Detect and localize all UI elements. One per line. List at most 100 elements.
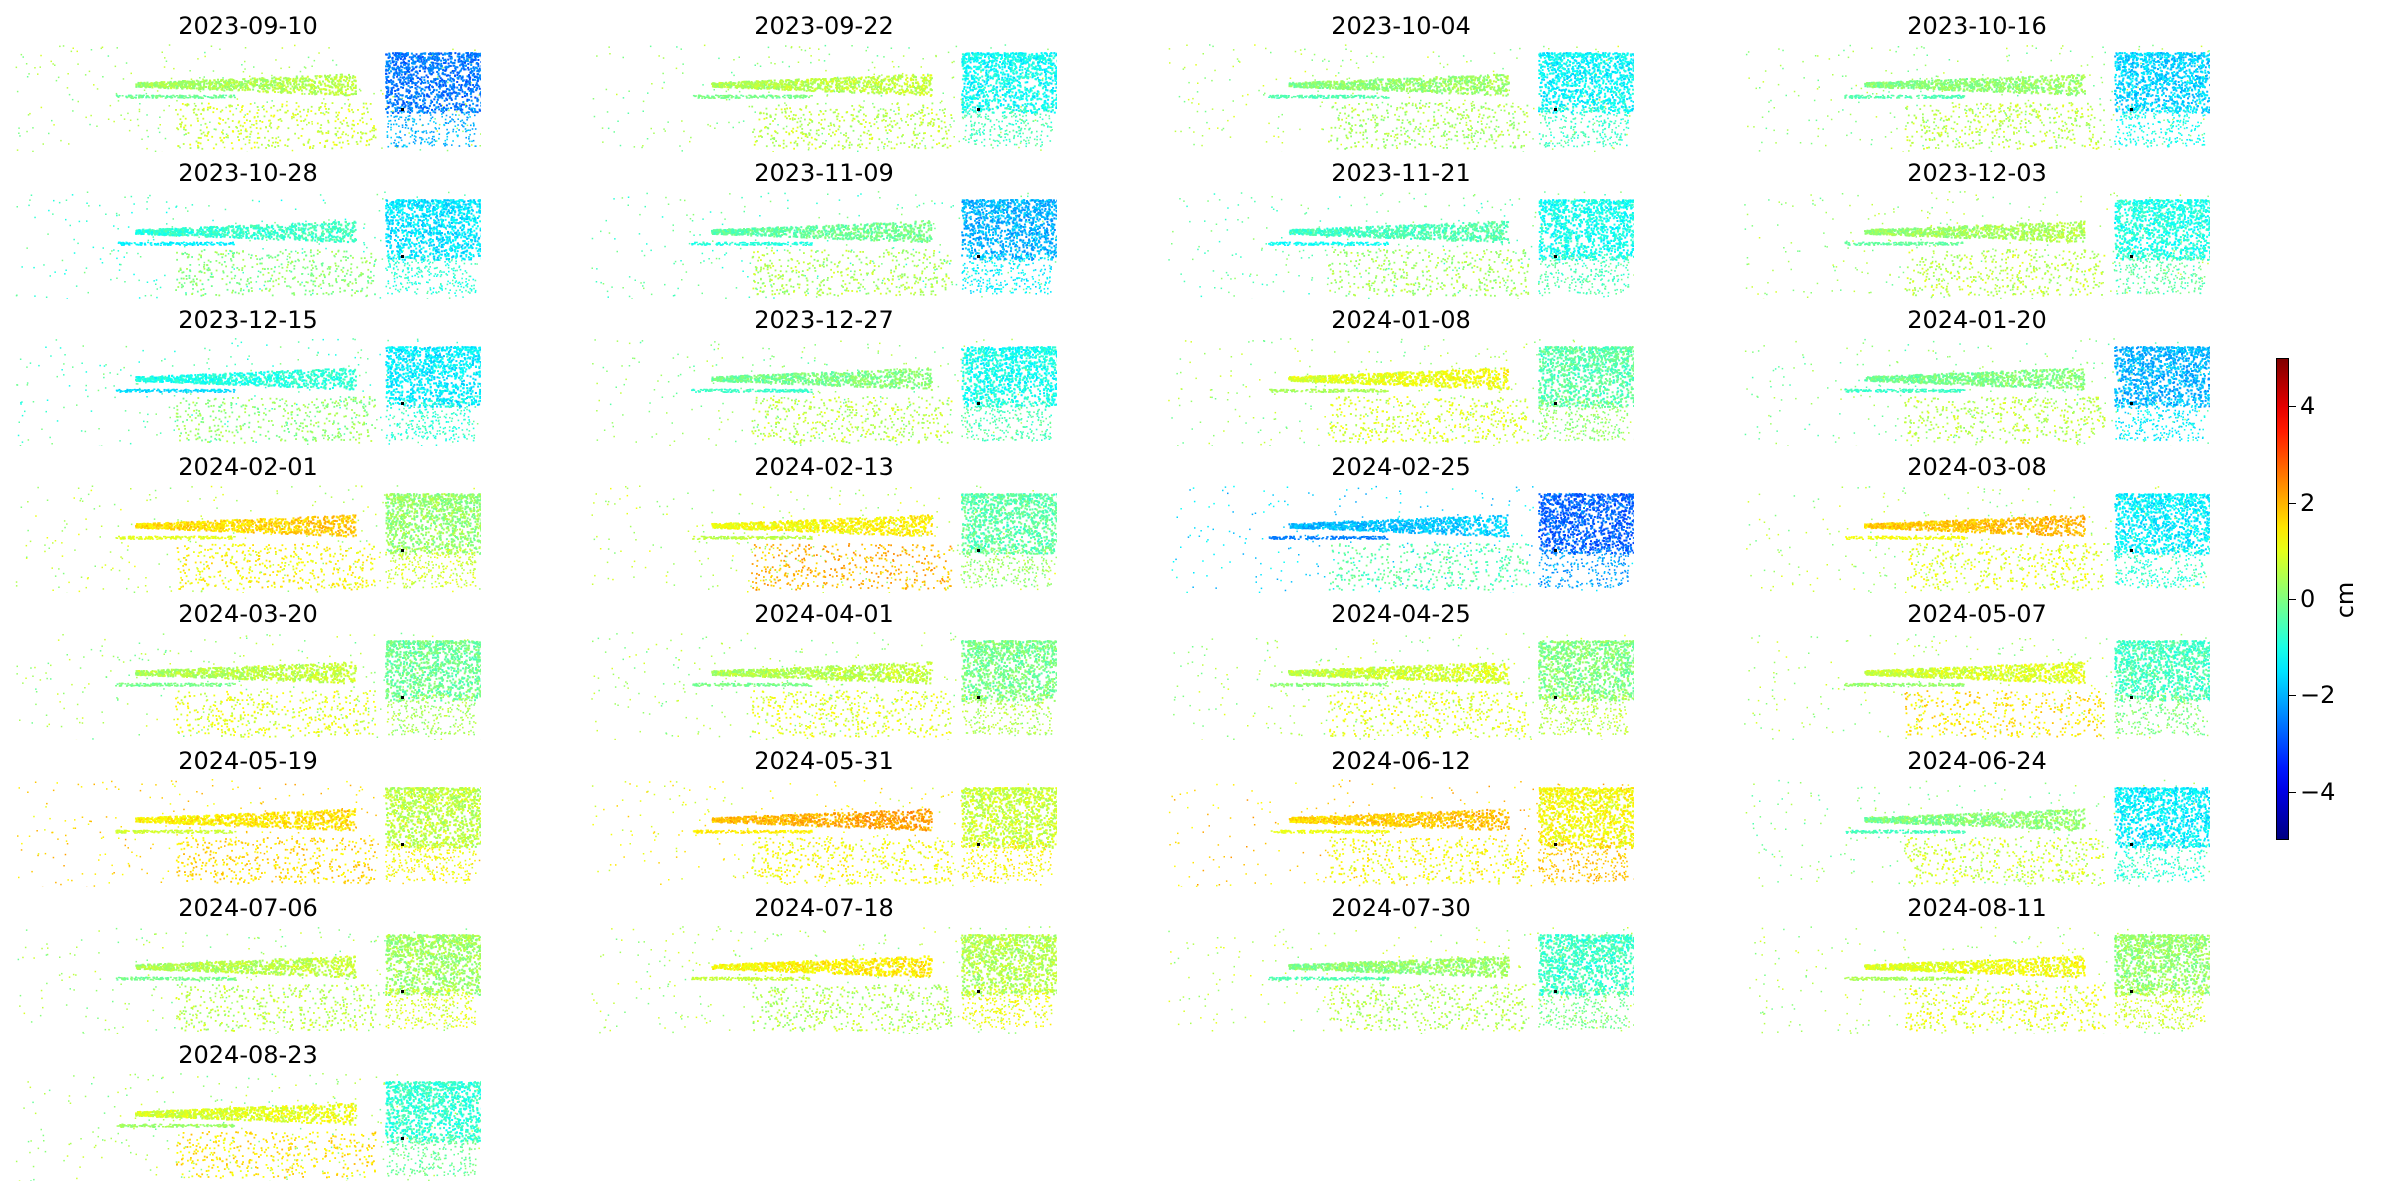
map-panel: 2023-09-22 [591,12,1057,154]
panel-title: 2024-02-25 [1168,453,1634,481]
map-panel: 2024-01-08 [1168,306,1634,448]
panel-title: 2023-10-28 [15,159,481,187]
displacement-map [1744,926,2210,1034]
map-panel: 2023-12-03 [1744,159,2210,301]
reference-point-marker [977,108,980,111]
map-panel: 2023-11-09 [591,159,1057,301]
reference-point-marker [1554,402,1557,405]
reference-point-marker [2130,696,2133,699]
map-panel: 2024-06-24 [1744,747,2210,889]
map-panel: 2024-04-25 [1168,600,1634,742]
displacement-map [15,1073,481,1181]
panel-title: 2024-04-01 [591,600,1057,628]
panel-title: 2023-12-27 [591,306,1057,334]
displacement-map [1168,338,1634,446]
panel-title: 2024-03-08 [1744,453,2210,481]
map-panel: 2024-03-08 [1744,453,2210,595]
panel-title: 2024-01-08 [1168,306,1634,334]
panel-title: 2024-03-20 [15,600,481,628]
panel-title: 2023-09-10 [15,12,481,40]
panel-title: 2024-02-01 [15,453,481,481]
reference-point-marker [977,843,980,846]
reference-point-marker [2130,402,2133,405]
panel-title: 2024-07-30 [1168,894,1634,922]
reference-point-marker [401,549,404,552]
panel-title: 2024-04-25 [1168,600,1634,628]
map-panel: 2024-02-01 [15,453,481,595]
displacement-map [1168,191,1634,299]
map-panel: 2024-02-13 [591,453,1057,595]
displacement-map [591,191,1057,299]
panel-title: 2024-06-12 [1168,747,1634,775]
panel-title: 2024-07-18 [591,894,1057,922]
displacement-map [15,779,481,887]
panel-title: 2023-10-04 [1168,12,1634,40]
panel-title: 2023-11-21 [1168,159,1634,187]
reference-point-marker [2130,990,2133,993]
colorbar-gradient [2276,358,2289,840]
displacement-map [1744,779,2210,887]
reference-point-marker [1554,108,1557,111]
map-panel: 2024-07-18 [591,894,1057,1036]
panel-title: 2023-11-09 [591,159,1057,187]
displacement-map [1168,926,1634,1034]
displacement-map [1168,779,1634,887]
displacement-map [1168,632,1634,740]
map-panel: 2023-11-21 [1168,159,1634,301]
reference-point-marker [977,255,980,258]
reference-point-marker [1554,990,1557,993]
panel-title: 2024-01-20 [1744,306,2210,334]
reference-point-marker [2130,108,2133,111]
map-panel: 2024-01-20 [1744,306,2210,448]
displacement-map [591,485,1057,593]
colorbar-tick-label: −2 [2300,681,2335,709]
displacement-map [1744,191,2210,299]
map-panel: 2024-05-19 [15,747,481,889]
reference-point-marker [1554,843,1557,846]
map-panel: 2023-09-10 [15,12,481,154]
map-panel: 2024-02-25 [1168,453,1634,595]
map-panel: 2023-12-27 [591,306,1057,448]
map-panel: 2023-10-04 [1168,12,1634,154]
displacement-map [591,632,1057,740]
reference-point-marker [2130,549,2133,552]
colorbar-tick [2289,599,2296,600]
panel-title: 2024-06-24 [1744,747,2210,775]
displacement-map [15,338,481,446]
map-panel: 2024-04-01 [591,600,1057,742]
reference-point-marker [977,696,980,699]
map-panel: 2024-07-06 [15,894,481,1036]
reference-point-marker [1554,549,1557,552]
reference-point-marker [977,549,980,552]
colorbar-tick-label: 0 [2300,585,2315,613]
map-panel: 2023-12-15 [15,306,481,448]
displacement-map [15,926,481,1034]
map-panel: 2024-07-30 [1168,894,1634,1036]
displacement-map [1168,44,1634,152]
panel-title: 2024-05-07 [1744,600,2210,628]
panel-title: 2023-12-03 [1744,159,2210,187]
displacement-map [591,926,1057,1034]
colorbar-label: cm [2331,582,2359,619]
displacement-map [591,44,1057,152]
displacement-map [591,338,1057,446]
reference-point-marker [401,990,404,993]
reference-point-marker [401,108,404,111]
colorbar-tick-label: 2 [2300,489,2315,517]
map-panel: 2024-08-23 [15,1041,481,1183]
panel-title: 2024-05-19 [15,747,481,775]
colorbar-tick-label: 4 [2300,392,2315,420]
panel-title: 2024-08-11 [1744,894,2210,922]
reference-point-marker [401,843,404,846]
panel-title: 2023-09-22 [591,12,1057,40]
map-panel: 2024-05-07 [1744,600,2210,742]
displacement-map [1744,44,2210,152]
reference-point-marker [401,255,404,258]
colorbar-tick-label: −4 [2300,778,2335,806]
reference-point-marker [977,990,980,993]
reference-point-marker [1554,255,1557,258]
map-panel: 2024-05-31 [591,747,1057,889]
displacement-map [1744,338,2210,446]
panel-title: 2023-10-16 [1744,12,2210,40]
